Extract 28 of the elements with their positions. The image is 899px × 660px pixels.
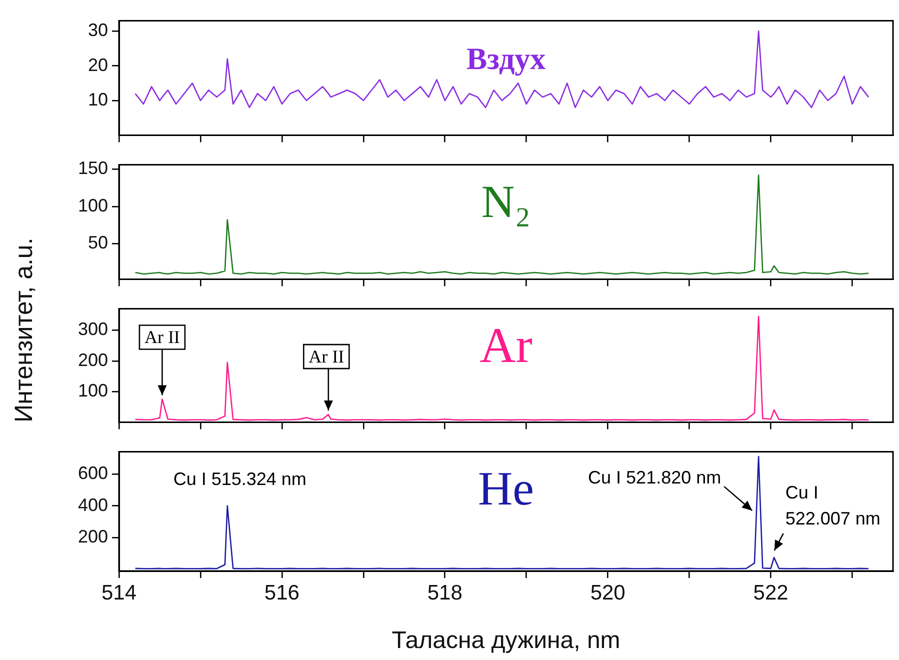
y-axis-title: Интензитет, a.u.: [9, 236, 39, 424]
y-tick-label: 150: [78, 158, 108, 178]
x-tick-label: 518: [427, 581, 462, 604]
y-tick-label: 50: [88, 232, 108, 253]
y-tick-label: 600: [78, 463, 108, 484]
y-tick-label: 400: [78, 494, 108, 515]
y-tick-label: 200: [78, 526, 108, 547]
chart-title: Ar: [480, 316, 533, 373]
x-axis-title: Таласна дужина, nm: [392, 627, 620, 654]
annotation: Ar II: [144, 326, 180, 347]
y-tick-label: 300: [78, 319, 108, 340]
y-tick-label: 10: [88, 90, 108, 110]
annotation: Cu I 521.820 nm: [588, 468, 722, 488]
chart-title: N₂: [481, 176, 531, 227]
x-tick-label: 516: [264, 581, 300, 604]
y-tick-label: 200: [78, 350, 108, 370]
y-tick-label: 100: [78, 195, 108, 216]
y-tick-label: 30: [88, 20, 108, 40]
text: Вздух: [466, 40, 546, 76]
x-tick-label: 522: [753, 581, 788, 604]
annotation: Ar II: [308, 346, 344, 366]
chart-title: He: [478, 462, 534, 516]
y-tick-label: 20: [88, 54, 108, 75]
x-tick-label: 514: [101, 581, 137, 604]
y-tick-label: 100: [78, 380, 108, 401]
x-tick-label: 520: [590, 581, 626, 604]
annotation: Cu I 515.324 nm: [173, 468, 306, 489]
annotation: Cu I 522.007 nm: [785, 482, 880, 528]
